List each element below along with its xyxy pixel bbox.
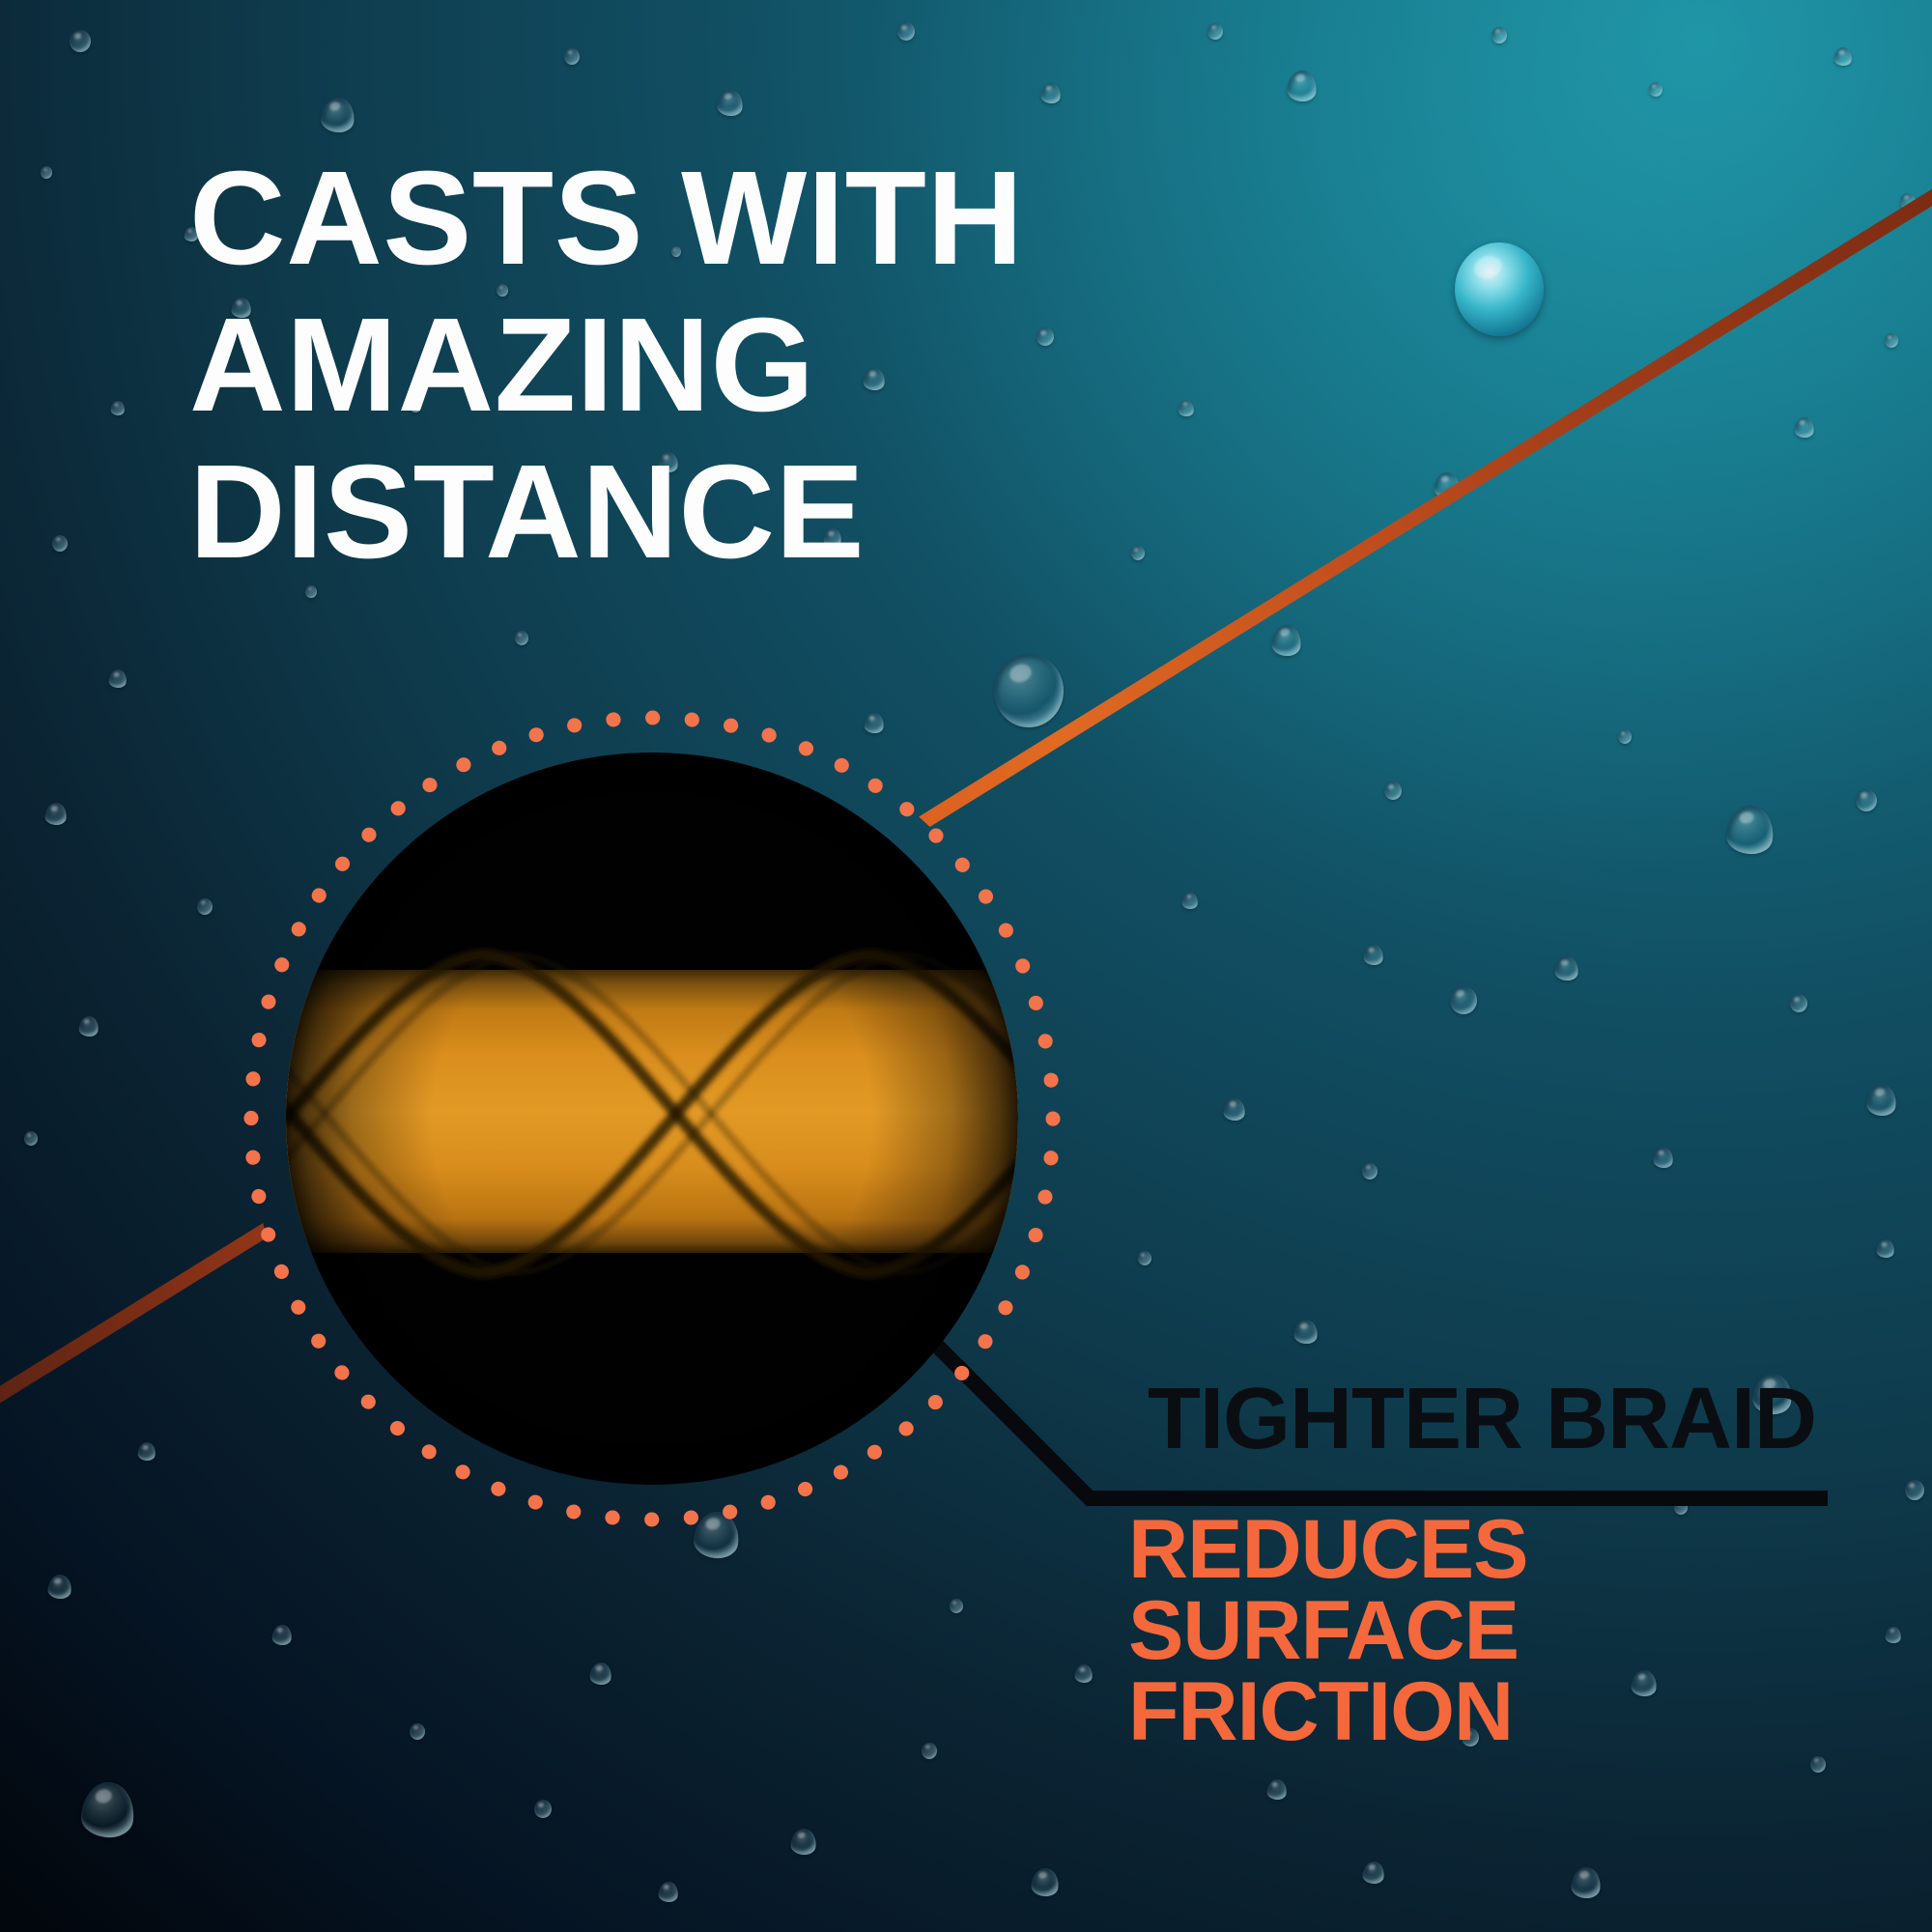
water-droplet <box>515 631 528 645</box>
water-droplet <box>1362 1163 1378 1179</box>
callout-title: TIGHTER BRAID <box>1148 1371 1817 1467</box>
callout-subtitle: REDUCES SURFACE FRICTION <box>1128 1503 1529 1758</box>
water-droplet <box>564 48 580 65</box>
water-droplet <box>1450 986 1477 1014</box>
water-droplet <box>534 1800 552 1818</box>
water-droplet <box>497 284 508 297</box>
water-droplet <box>1856 789 1877 811</box>
braid-strand <box>0 954 97 1273</box>
water-droplet <box>994 654 1064 727</box>
water-droplet <box>41 166 52 179</box>
water-droplet <box>24 1131 38 1146</box>
water-droplet <box>1455 242 1544 336</box>
water-droplet <box>305 585 317 598</box>
water-droplet <box>671 246 681 257</box>
water-droplet <box>1384 781 1402 800</box>
water-droplet <box>897 22 915 41</box>
braid-strand <box>0 954 131 1273</box>
callout-line <box>864 1272 1828 1506</box>
water-droplet <box>1131 546 1145 560</box>
magnifier-vignette <box>286 753 1018 1485</box>
water-droplet <box>1905 1480 1924 1500</box>
water-droplet <box>950 1599 963 1613</box>
magnifier-dotted-ring <box>243 710 1061 1527</box>
water-droplet <box>1885 333 1898 348</box>
water-droplet <box>410 400 421 412</box>
water-droplet <box>1037 327 1054 346</box>
headline-text: CASTS WITH AMAZING DISTANCE <box>189 144 1024 586</box>
water-droplet <box>1492 27 1507 43</box>
water-droplet <box>1138 1251 1151 1265</box>
water-droplet <box>1618 729 1632 744</box>
water-droplet <box>70 30 91 52</box>
water-droplet <box>1810 1756 1826 1773</box>
braid-strand <box>0 954 131 1273</box>
water-droplet <box>1462 1728 1479 1747</box>
water-droplet <box>197 898 213 915</box>
magnifier-inset <box>0 710 1061 1527</box>
water-droplet <box>1208 23 1223 40</box>
water-droplet <box>922 1743 937 1759</box>
water-droplet <box>410 1723 425 1740</box>
water-droplet <box>52 535 68 552</box>
water-droplet <box>1649 82 1662 97</box>
braid-strand <box>0 954 97 1273</box>
water-droplet <box>1790 994 1807 1012</box>
